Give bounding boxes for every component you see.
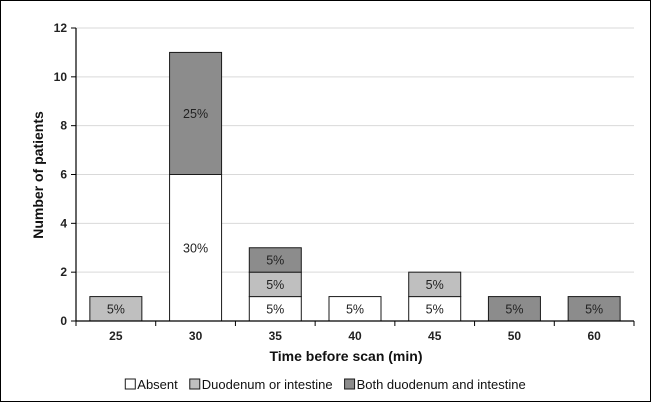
data-label-35-3: 5% [266,253,284,267]
bar-segment-30-3 [169,51,223,176]
x-tick-label-50: 50 [508,329,522,343]
data-label-40-1: 5% [346,302,364,316]
bars: 5% 30% 25% 5% 5% 5% 5% 5% 5% 5% 5% [89,51,621,322]
y-tick-label-2: 2 [60,265,67,279]
data-label-30-1: 30% [183,241,208,255]
data-label-45-1: 5% [426,302,444,316]
legend-swatch-1 [124,378,136,390]
legend-item-3: Both duodenum and intestine [344,377,526,392]
y-tick-labels: 0 2 4 6 8 10 12 [54,21,68,328]
x-tick-label-40: 40 [348,329,362,343]
legend-swatch-2 [189,378,201,390]
data-label-50-3: 5% [505,302,523,316]
bar-segment-35-1 [248,296,302,322]
data-label-35-2: 5% [266,278,284,292]
y-tick-label-12: 12 [54,21,68,35]
x-tick-label-25: 25 [109,329,123,343]
bar-segment-45-2 [408,271,462,298]
x-tick-label-35: 35 [269,329,283,343]
legend: Absent Duodenum or intestine Both duodenum… [124,377,526,392]
x-axis-title: Time before scan (min) [269,348,422,364]
legend-label-1: Absent [137,377,178,392]
x-tick-label-60: 60 [587,329,601,343]
gridlines [76,27,634,273]
legend-label-2: Duodenum or intestine [202,377,333,392]
y-tick-label-0: 0 [60,314,67,328]
y-tick-label-6: 6 [60,168,67,182]
bar-segment-60-3 [567,296,621,322]
x-tick-labels: 25 30 35 40 45 50 60 [109,329,601,343]
data-label-25-2: 5% [107,302,125,316]
legend-label-3: Both duodenum and intestine [357,377,526,392]
legend-swatch-3 [344,378,356,390]
axes [71,27,635,326]
y-tick-label-4: 4 [60,216,67,230]
y-tick-label-8: 8 [60,119,67,133]
data-label-35-1: 5% [266,302,284,316]
bar-segment-35-3 [248,247,302,273]
x-tick-label-45: 45 [428,329,442,343]
data-label-45-2: 5% [426,278,444,292]
bar-segment-40-1 [328,296,382,322]
legend-item-2: Duodenum or intestine [189,377,333,392]
bar-segment-35-2 [248,271,302,298]
data-label-30-3: 25% [183,107,208,121]
y-tick-label-10: 10 [54,70,68,84]
x-tick-label-30: 30 [189,329,203,343]
y-axis-title: Number of patients [30,111,46,239]
legend-item-1: Absent [124,377,178,392]
bar-segment-25-2 [89,296,143,322]
bar-segment-30-1 [169,174,223,322]
data-label-60-3: 5% [585,302,603,316]
